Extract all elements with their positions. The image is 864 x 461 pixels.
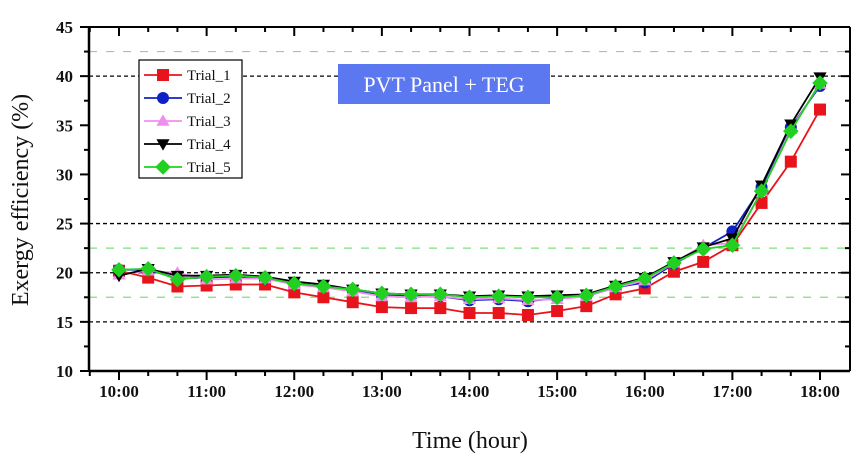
data-point	[344, 281, 361, 298]
x-tick-label: 16:00	[625, 382, 665, 401]
data-point	[315, 278, 332, 295]
x-tick-label: 13:00	[362, 382, 402, 401]
y-tick-labels: 10 15 20 25 30 35 40 45	[56, 18, 73, 381]
legend: Trial_1 Trial_2 Trial_3 Trial_4 Trial_5	[138, 59, 243, 179]
data-point	[403, 286, 419, 303]
data-point	[724, 237, 741, 253]
data-point	[666, 255, 682, 271]
annotation-background	[338, 64, 550, 104]
legend-label: Trial_3	[187, 114, 231, 130]
x-tick-label: 11:00	[187, 382, 226, 401]
data-point	[374, 285, 390, 302]
data-point	[636, 270, 653, 287]
x-tick-label: 15:00	[537, 382, 577, 401]
data-point	[140, 260, 156, 277]
y-tick-label: 45	[56, 18, 73, 37]
data-point	[490, 288, 507, 305]
data-point	[375, 301, 388, 314]
data-point	[432, 286, 449, 303]
legend-item: Trial_2	[144, 91, 231, 107]
data-point	[580, 300, 593, 313]
data-point	[784, 155, 797, 168]
data-point	[317, 291, 330, 304]
data-point	[286, 275, 303, 292]
data-point	[551, 305, 564, 318]
x-tick-labels: 10:00 11:00 12:00 13:00 14:00 15:00 16:00 17:00…	[99, 382, 840, 401]
legend-box	[138, 59, 243, 179]
data-point	[814, 103, 826, 116]
data-point	[169, 271, 186, 288]
y-tick-label: 10	[56, 362, 73, 381]
x-tick-label: 17:00	[713, 382, 753, 401]
legend-item: Trial_1	[144, 68, 231, 84]
x-tick-label: 12:00	[274, 382, 314, 401]
legend-label: Trial_5	[187, 160, 231, 176]
annotation-text: PVT Panel + TEG	[363, 72, 524, 97]
series-group	[111, 72, 828, 321]
data-point	[812, 75, 828, 91]
data-point	[461, 289, 478, 306]
data-point	[111, 261, 127, 278]
data-point	[463, 307, 476, 320]
data-point	[198, 268, 215, 285]
legend-marker	[156, 114, 170, 126]
legend-marker	[155, 159, 171, 175]
legend-label: Trial_2	[187, 91, 231, 107]
data-point	[288, 286, 301, 299]
x-tick-label: 18:00	[800, 382, 840, 401]
y-axis-title: Exergy efficiency (%)	[8, 94, 34, 306]
legend-label: Trial_4	[187, 137, 231, 153]
data-point	[434, 302, 447, 315]
data-point	[783, 123, 799, 139]
y-tick-label: 25	[56, 215, 73, 234]
y-tick-label: 15	[56, 313, 73, 332]
y-tick-label: 30	[56, 165, 73, 184]
data-point	[549, 289, 565, 306]
legend-marker	[157, 92, 169, 104]
data-point	[228, 267, 244, 284]
legend-marker	[157, 69, 169, 81]
legend-item: Trial_5	[144, 159, 231, 176]
legend-marker	[156, 139, 170, 151]
y-tick-label: 40	[56, 67, 73, 86]
y-tick-label: 20	[56, 264, 73, 283]
data-point	[346, 296, 359, 309]
ticks	[80, 26, 850, 380]
data-point	[578, 287, 595, 304]
data-point	[492, 307, 505, 320]
x-tick-label: 10:00	[99, 382, 139, 401]
data-point	[695, 241, 711, 257]
x-axis-title: Time (hour)	[412, 428, 528, 454]
data-point	[405, 302, 418, 315]
legend-item: Trial_4	[144, 137, 231, 153]
x-tick-label: 14:00	[450, 382, 490, 401]
data-point	[697, 255, 710, 268]
data-point	[753, 183, 770, 199]
data-point	[607, 278, 624, 295]
annotation-box: PVT Panel + TEG	[338, 64, 550, 104]
legend-item: Trial_3	[144, 114, 231, 130]
y-tick-label: 35	[56, 116, 73, 135]
data-point	[520, 289, 536, 306]
series-trial-5	[111, 75, 828, 306]
data-point	[257, 269, 273, 286]
data-point	[755, 196, 768, 209]
data-point	[521, 308, 534, 321]
legend-label: Trial_1	[187, 68, 231, 84]
